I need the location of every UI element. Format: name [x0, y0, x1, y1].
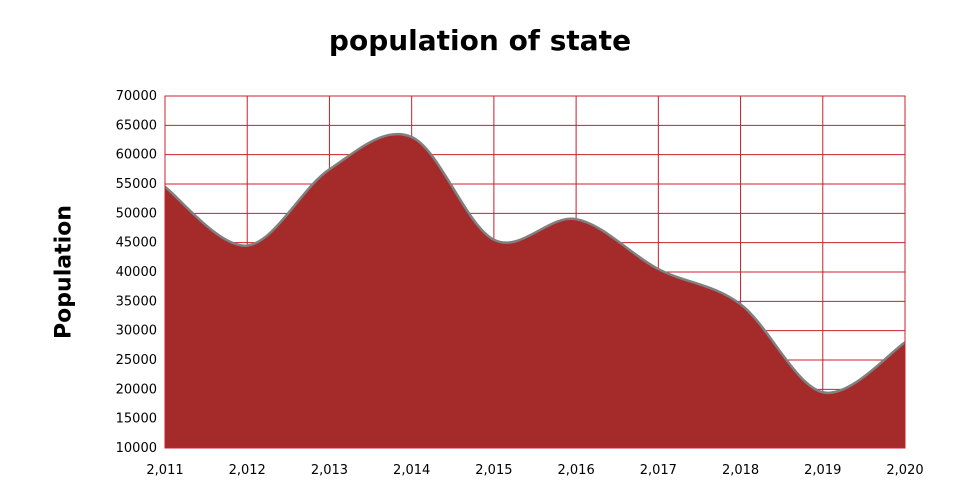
y-tick-label: 10000	[116, 441, 157, 456]
x-tick-label: 2,011	[146, 463, 183, 478]
x-tick-label: 2,018	[722, 463, 759, 478]
x-tick-label: 2,016	[558, 463, 595, 478]
y-tick-label: 15000	[116, 412, 157, 427]
chart-title: population of state	[328, 24, 632, 57]
y-tick-label: 30000	[116, 324, 157, 339]
y-tick-label: 40000	[116, 265, 157, 280]
plot-border	[164, 95, 906, 449]
x-tick-label: 2,012	[229, 463, 266, 478]
x-tick-label: 2,015	[475, 463, 512, 478]
y-tick-label: 60000	[116, 148, 157, 163]
y-tick-label: 35000	[116, 294, 157, 309]
y-tick-label: 20000	[116, 382, 157, 397]
y-tick-label: 65000	[116, 118, 157, 133]
series-line	[164, 132, 906, 394]
y-tick-label: 70000	[116, 89, 157, 104]
x-tick-label: 2,014	[393, 463, 430, 478]
x-tick-label: 2,020	[886, 463, 923, 478]
x-tick-label: 2,017	[640, 463, 677, 478]
y-tick-label: 50000	[116, 206, 157, 221]
y-tick-label: 55000	[116, 177, 157, 192]
y-tick-label: 25000	[116, 353, 157, 368]
x-tick-label: 2,013	[311, 463, 348, 478]
x-tick-label: 2,019	[804, 463, 841, 478]
y-tick-label: 45000	[116, 236, 157, 251]
series-area	[165, 134, 905, 448]
